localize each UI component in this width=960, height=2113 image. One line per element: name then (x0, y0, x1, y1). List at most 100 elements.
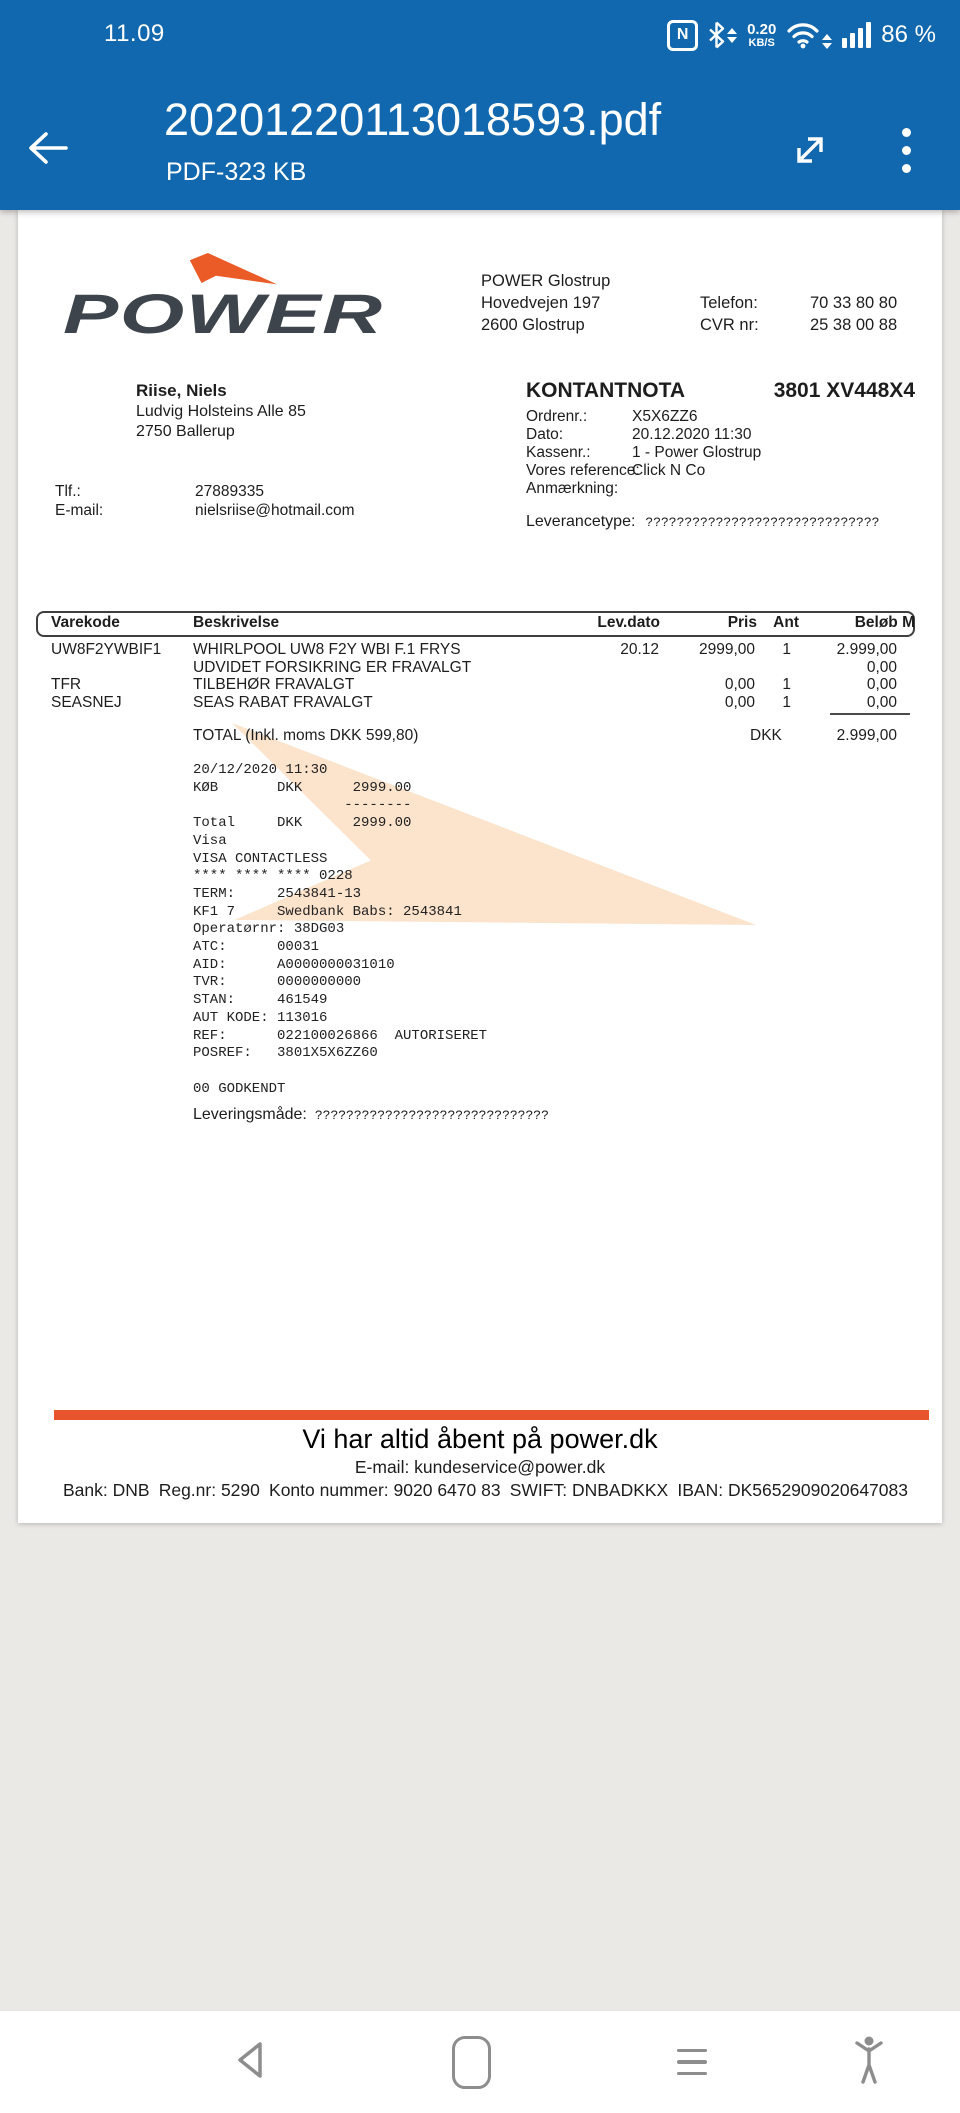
item-levdato: 20.12 (620, 641, 659, 658)
footer-orange-rule (54, 1410, 929, 1420)
dot (901, 145, 911, 155)
col-header-pris: Pris (727, 614, 757, 631)
order-info-value: 1 - Power Glostrup (632, 444, 762, 461)
total-divider-line (830, 713, 910, 715)
accessibility-person-icon (854, 2035, 884, 2090)
footer-bank-item: Konto nummer: 9020 6470 83 (269, 1480, 501, 1500)
item-belob: 0,00 (866, 658, 897, 676)
order-info-rows: Ordrenr.: X5X6ZZ6 Dato: 20.12.2020 11:30… (526, 408, 926, 498)
item-ant: 1 (782, 641, 791, 658)
order-info-label: Kassenr.: (526, 444, 591, 461)
item-beskrivelse: UDVIDET FORSIKRING ER FRAVALGT (193, 658, 472, 676)
store-contact-values: 70 33 80 80 25 38 00 88 (810, 294, 898, 334)
expand-icon (786, 137, 834, 178)
data-rate-unit: KB/S (748, 36, 775, 49)
battery-percent: 86 % (881, 21, 936, 48)
overflow-menu-button[interactable] (888, 118, 924, 182)
customer-contact-labels: Tlf.: E-mail: (55, 483, 104, 519)
signal-strength-icon (842, 22, 872, 48)
footer-tagline: Vi har altid åbent på power.dk (302, 1424, 658, 1454)
android-nav-bar (0, 2010, 960, 2113)
delivery-method-row: Leveringsmåde: ?????????????????????????… (193, 1106, 549, 1124)
item-ant: 1 (782, 693, 791, 711)
status-icons: N 0.20 KB/S 86 % (667, 0, 936, 70)
delivery-method-label: Leveringsmåde: (193, 1106, 307, 1123)
power-logo-bolt-icon (189, 252, 278, 285)
item-pris: 2999,00 (698, 641, 755, 658)
nav-home-icon (451, 2035, 491, 2089)
item-belob: 0,00 (866, 676, 897, 694)
wifi-icon (786, 21, 833, 49)
customer-city: 2750 Ballerup (136, 423, 235, 440)
col-header-belob: Beløb M (854, 614, 915, 631)
nfc-icon: N (667, 19, 699, 51)
item-belob: 0,00 (866, 693, 897, 711)
customer-street: Ludvig Holsteins Alle 85 (136, 402, 306, 420)
item-varekode: SEASNEJ (51, 693, 122, 711)
nav-home-button[interactable] (426, 2011, 516, 2113)
item-row: TFR TILBEHØR FRAVALGT 0,00 1 0,00 (18, 676, 942, 694)
order-info-label: Dato: (526, 426, 564, 443)
order-info-value: Click N Co (632, 462, 706, 479)
delivery-type-value: ?????????????????????????????? (645, 515, 880, 530)
total-row: TOTAL (Inkl. moms DKK 599,80) DKK 2.999,… (18, 727, 942, 747)
nav-back-icon (232, 2037, 270, 2088)
bluetooth-icon (708, 21, 738, 49)
order-info-value: X5X6ZZ6 (632, 408, 698, 425)
item-varekode: TFR (51, 676, 82, 694)
store-address: POWER Glostrup Hovedvejen 197 2600 Glost… (481, 272, 611, 334)
col-header-varekode: Varekode (51, 614, 120, 631)
delivery-type-label: Leverancetype: (526, 513, 636, 530)
customer-name: Riise, Niels (136, 381, 227, 400)
receipt-type-title: KONTANTNOTA (526, 379, 686, 402)
footer-bank-item: SWIFT: DNBADKKX (509, 1480, 669, 1500)
footer-bank-item: Reg.nr: 5290 (158, 1480, 260, 1500)
back-arrow-icon (26, 132, 70, 174)
order-info-label: Anmærkning: (526, 480, 619, 497)
customer-address: Riise, Niels Ludvig Holsteins Alle 85 27… (136, 381, 306, 443)
footer-bank-item: Bank: DNB (63, 1480, 150, 1500)
order-info-row: Dato: 20.12.2020 11:30 (526, 426, 926, 444)
delivery-method-value: ?????????????????????????????? (314, 1108, 549, 1123)
nav-back-button[interactable] (206, 2011, 296, 2113)
order-info-row: Anmærkning: (526, 480, 926, 498)
nav-accessibility-button[interactable] (824, 2011, 914, 2113)
item-varekode: UW8F2YWBIF1 (51, 641, 162, 658)
items-table-rows: UW8F2YWBIF1 WHIRLPOOL UW8 F2Y WBI F.1 FR… (18, 641, 942, 711)
col-header-levdato: Lev.dato (597, 614, 660, 631)
order-info-row: Kassenr.: 1 - Power Glostrup (526, 444, 926, 462)
footer-bank-item: IBAN: DK5652909020647083 (677, 1480, 908, 1500)
status-bar: 11.09 N 0.20 KB/S (0, 0, 960, 70)
card-terminal-slip: 20/12/2020 11:30 KØB DKK 2999.00 -------… (193, 762, 488, 1097)
pdf-page[interactable]: POWER POWER Glostrup Hovedvejen 197 2600… (18, 210, 942, 1523)
total-currency: DKK (750, 727, 782, 744)
file-meta: PDF-323 KB (166, 158, 307, 186)
order-info-row: Ordrenr.: X5X6ZZ6 (526, 408, 926, 426)
order-info-label: Ordrenr.: (526, 408, 588, 425)
nav-recents-button[interactable] (647, 2011, 737, 2113)
receipt-number: 3801 XV448X4 (773, 379, 915, 402)
nfc-letter: N (676, 26, 689, 43)
item-beskrivelse: WHIRLPOOL UW8 F2Y WBI F.1 FRYS (193, 641, 461, 658)
order-info-label: Vores reference: (526, 462, 640, 479)
footer-bank-row: Bank: DNB Reg.nr: 5290 Konto nummer: 902… (63, 1480, 908, 1501)
fullscreen-button[interactable] (786, 126, 834, 174)
data-rate-value: 0.20 (747, 20, 777, 38)
item-beskrivelse: TILBEHØR FRAVALGT (193, 676, 355, 694)
file-title: 20201220113018593.pdf (164, 94, 662, 145)
back-button[interactable] (26, 126, 70, 170)
col-header-beskrivelse: Beskrivelse (193, 614, 280, 631)
footer-email: E-mail: kundeservice@power.dk (354, 1457, 606, 1477)
total-amount: 2.999,00 (836, 727, 897, 744)
app-bar: 20201220113018593.pdf PDF-323 KB (0, 70, 960, 210)
item-belob: 2.999,00 (836, 641, 897, 658)
store-contact-labels: Telefon: CVR nr: (700, 294, 759, 334)
customer-contact-values: 27889335 nielsriise@hotmail.com (195, 483, 355, 519)
app-header: 11.09 N 0.20 KB/S (0, 0, 960, 210)
nav-recents-icon (677, 2048, 707, 2076)
item-row: UW8F2YWBIF1 WHIRLPOOL UW8 F2Y WBI F.1 FR… (18, 641, 942, 659)
dot (901, 127, 911, 137)
item-ant: 1 (782, 676, 791, 694)
item-pris: 0,00 (724, 693, 755, 711)
order-info-row: Vores reference: Click N Co (526, 462, 926, 480)
